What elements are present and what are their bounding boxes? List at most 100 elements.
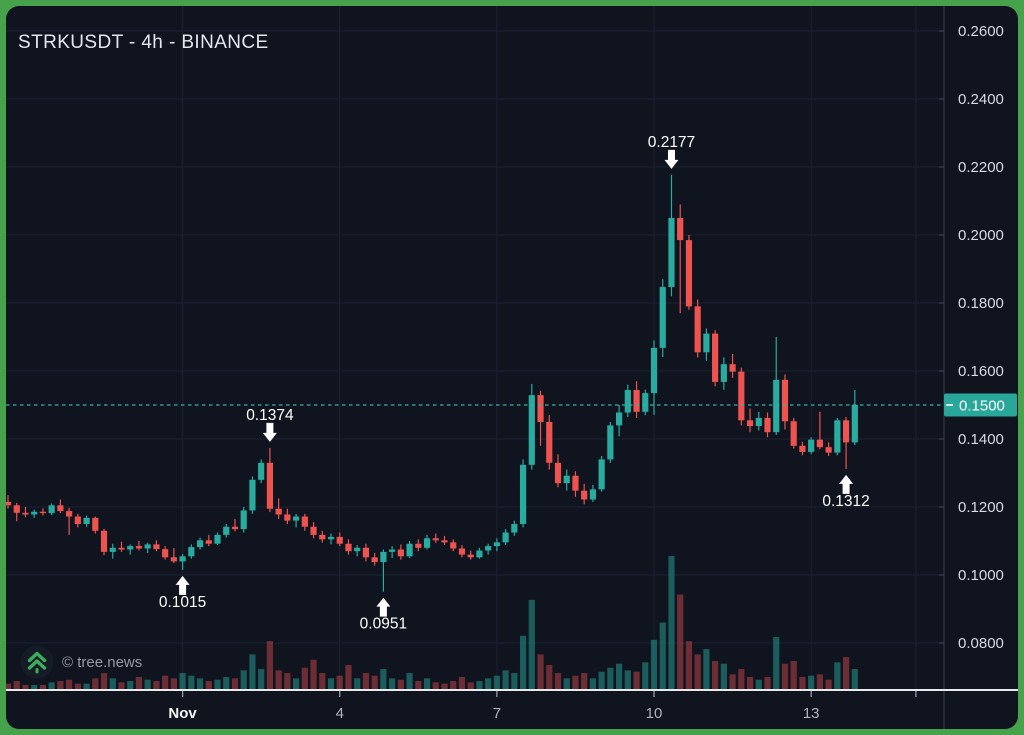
candle-body	[48, 505, 55, 514]
candle-body	[712, 333, 719, 382]
volume-bar	[825, 679, 832, 689]
arrow-down-icon	[664, 149, 679, 169]
volume-bar	[720, 663, 727, 689]
candle-body	[196, 540, 204, 548]
candle-body	[581, 490, 588, 500]
candle-body	[66, 511, 73, 517]
volume-bar	[441, 683, 448, 689]
price-tick-label: 0.2000	[958, 227, 1004, 244]
candle-body	[109, 547, 116, 552]
candle-body	[179, 556, 186, 562]
volume-bar	[127, 681, 134, 689]
candle-body	[162, 549, 169, 558]
volume-bar	[773, 637, 780, 689]
candle-body	[720, 364, 727, 382]
time-tick-label: 13	[803, 705, 820, 722]
candle-body	[153, 544, 160, 550]
candle-body	[729, 364, 736, 372]
candle-body	[310, 526, 317, 535]
volume-bar	[537, 654, 544, 689]
current-price-value: 0.1500	[959, 398, 1005, 415]
candle-body	[39, 511, 47, 514]
volume-bar	[301, 667, 308, 689]
candle-body	[607, 425, 614, 460]
price-axis[interactable]: 0.2600 0.2400 0.2200 0.2000 0.1800 0.1600 0.14…	[939, 6, 1004, 729]
candle-body	[170, 557, 177, 562]
candle-body	[266, 462, 273, 509]
volume-bar	[109, 678, 116, 689]
volume-bar	[258, 669, 265, 689]
price-tick-label: 0.2400	[958, 91, 1004, 108]
volume-bar	[214, 679, 221, 689]
volume-bar	[249, 654, 256, 689]
candle-body	[502, 532, 509, 543]
volume-bar	[415, 681, 422, 689]
candle-body	[127, 546, 134, 550]
volume-bar	[642, 662, 649, 689]
volume-bar	[57, 681, 64, 689]
volume-bar	[144, 679, 151, 689]
candle-body	[589, 489, 597, 500]
watermark: © tree.news	[20, 644, 142, 680]
candles-layer[interactable]	[6, 174, 858, 592]
candle-body	[851, 405, 858, 443]
volume-bar	[528, 599, 535, 689]
candle-body	[240, 510, 247, 530]
price-tick-label: 0.1400	[958, 431, 1004, 448]
volume-bar	[66, 679, 73, 689]
volume-bar	[607, 667, 614, 689]
candle-body	[423, 538, 431, 548]
volume-bar	[624, 670, 631, 689]
candle-body	[685, 240, 693, 307]
annotation-label: 0.1312	[822, 493, 869, 510]
volume-bar	[380, 669, 387, 689]
price-tick-label: 0.1800	[958, 295, 1004, 312]
candle-body	[83, 517, 90, 524]
candle-body	[799, 445, 806, 452]
volume-bar	[554, 673, 562, 689]
volume-bar	[92, 678, 99, 689]
volume-bar	[162, 675, 169, 689]
volume-bar	[659, 622, 666, 689]
candle-body	[598, 459, 605, 490]
volume-bar	[179, 673, 186, 689]
candle-body	[764, 417, 771, 433]
candle-body	[6, 501, 12, 506]
candle-body	[57, 505, 64, 512]
candle-body	[118, 547, 125, 550]
candle-body	[642, 393, 649, 412]
time-axis[interactable]: Nov 4 7 10 13	[6, 689, 1018, 722]
volume-bar	[292, 678, 300, 689]
candle-body	[650, 347, 658, 394]
candle-body	[371, 557, 378, 563]
candle-body	[389, 549, 396, 552]
candle-body	[345, 543, 352, 552]
volume-bar	[31, 685, 38, 689]
volume-bar	[423, 678, 431, 689]
volume-bar	[799, 677, 806, 689]
volume-bar	[572, 675, 579, 689]
volume-bar	[327, 678, 335, 689]
volume-bar	[842, 657, 850, 689]
volume-bar	[118, 682, 125, 689]
candle-body	[825, 447, 832, 453]
volume-bar	[502, 670, 509, 689]
volume-bar	[493, 675, 500, 689]
candle-body	[223, 526, 230, 535]
grid-layer	[6, 6, 944, 690]
volume-bar	[834, 662, 841, 689]
candle-body	[249, 479, 256, 511]
volume-bar	[790, 661, 797, 689]
candle-body	[292, 516, 300, 521]
candle-body	[13, 505, 20, 513]
candle-body	[633, 390, 640, 412]
volume-bar	[589, 678, 597, 689]
time-tick-label: 10	[646, 705, 663, 722]
candle-body	[808, 439, 815, 452]
arrow-up-icon	[839, 474, 854, 494]
volume-bar	[100, 673, 108, 689]
volume-bar	[223, 677, 230, 689]
candle-body	[834, 420, 841, 453]
